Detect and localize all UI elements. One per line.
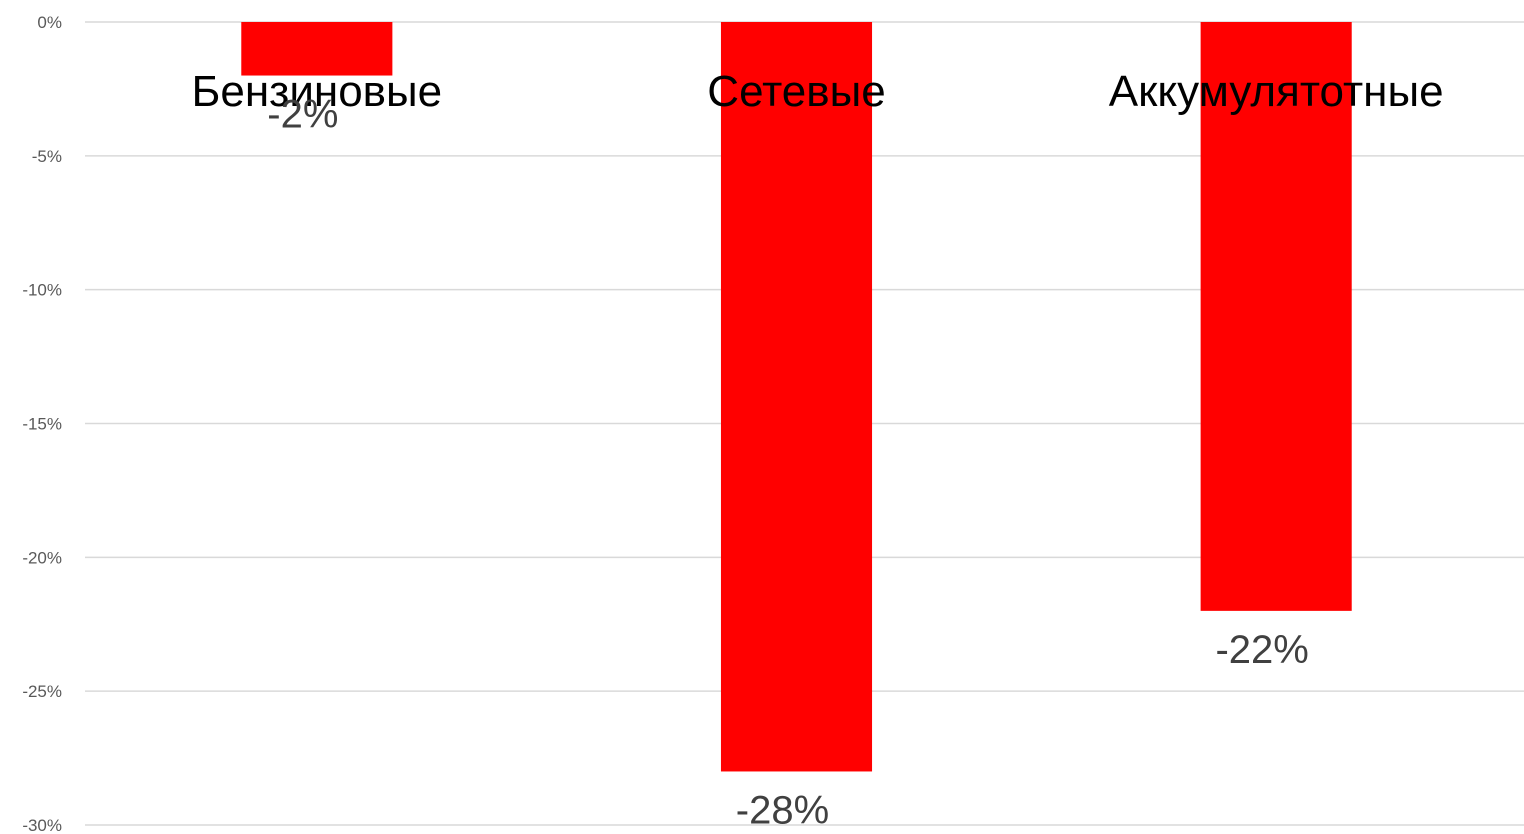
data-label: -28% [736, 788, 829, 832]
bar [720, 22, 873, 772]
bars [241, 22, 1352, 772]
data-label: -2% [267, 93, 338, 137]
y-tick-label: -20% [22, 548, 62, 567]
y-tick-label: 0% [37, 13, 62, 32]
y-axis-tick-labels: 0% -5% -10% -15% -20% -25% -30% [22, 13, 62, 834]
y-tick-label: -10% [22, 281, 62, 300]
category-label: Сетевые [707, 67, 885, 116]
data-label: -22% [1215, 628, 1308, 672]
category-labels: Бензиновые Сетевые Аккумулятотные [192, 67, 1444, 116]
y-tick-label: -30% [22, 816, 62, 834]
data-labels: -2% -28% -22% [267, 93, 1309, 833]
category-label: Аккумулятотные [1109, 67, 1444, 116]
y-tick-label: -25% [22, 682, 62, 701]
category-label: Бензиновые [192, 67, 443, 116]
bar [1200, 22, 1352, 611]
y-tick-label: -5% [32, 147, 62, 166]
y-tick-label: -15% [22, 415, 62, 434]
bar [241, 22, 393, 76]
